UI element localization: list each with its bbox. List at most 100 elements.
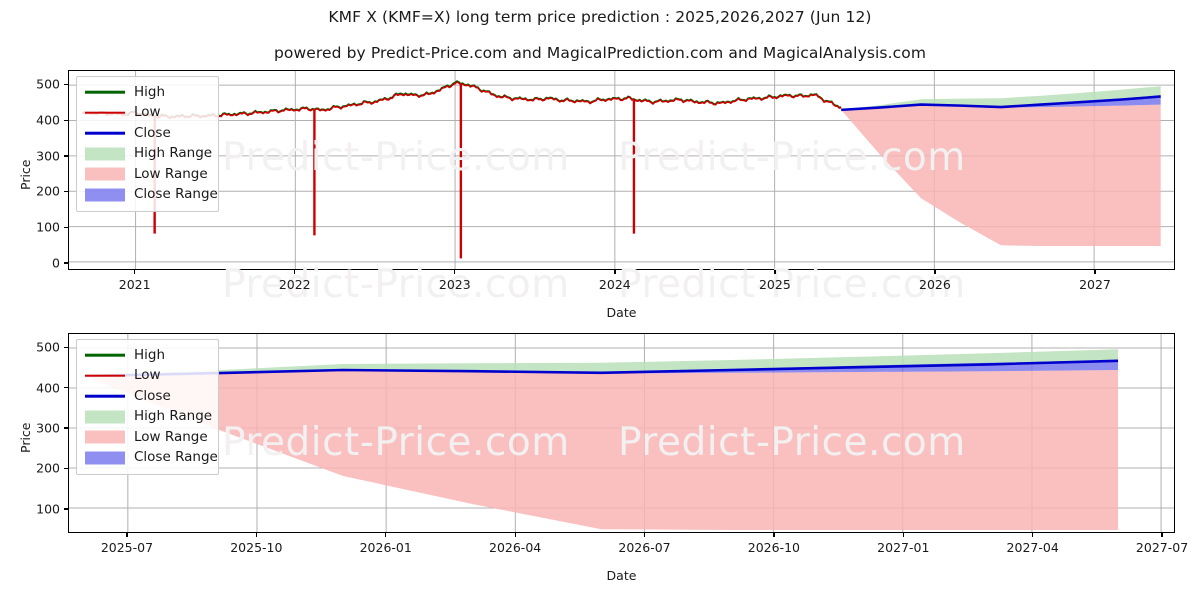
detail-y-tick-label: 200 (36, 460, 60, 476)
overview-x-tick-label: 2025 (758, 277, 791, 292)
detail-x-tick-label: 2027-07 (1135, 540, 1189, 555)
overview-x-tick-label: 2023 (438, 277, 471, 292)
detail-legend-item-low-range[interactable]: Low Range (85, 427, 210, 448)
overview-legend-item-low-range[interactable]: Low Range (85, 164, 210, 185)
overview-y-tick-label: 500 (36, 76, 60, 92)
detail-x-tick-label: 2026-10 (747, 540, 801, 555)
overview-plot-svg (69, 71, 1174, 269)
detail-x-axis-label: Date (606, 568, 637, 583)
overview-y-tick-label: 0 (52, 255, 60, 271)
swatch (85, 131, 125, 135)
overview-legend-swatch-line-icon (85, 106, 125, 120)
swatch (85, 394, 125, 398)
swatch (85, 451, 125, 465)
detail-legend-swatch-patch-icon (85, 430, 125, 444)
detail-legend-item-low[interactable]: Low (85, 366, 210, 387)
detail-legend-label: Close (134, 387, 171, 404)
overview-y-tick-mark (64, 190, 68, 193)
overview-x-tick-label: 2026 (919, 277, 951, 292)
overview-x-axis-label: Date (606, 305, 637, 320)
detail-x-tick-label: 2026-01 (359, 540, 412, 555)
overview-legend-item-close[interactable]: Close (85, 123, 210, 144)
detail-x-tick-mark (1032, 533, 1034, 537)
detail-legend-swatch-line-icon (85, 369, 125, 383)
detail-legend-label: Low Range (134, 428, 208, 445)
overview-legend-label: High (134, 83, 166, 100)
detail-x-tick-mark (255, 533, 258, 537)
swatch (85, 147, 125, 161)
detail-legend-label: High Range (134, 408, 213, 424)
swatch (85, 374, 125, 378)
detail-legend-label: Close Range (134, 449, 218, 465)
swatch (85, 410, 125, 424)
swatch (85, 111, 125, 115)
detail-chart-panel (68, 333, 1175, 533)
detail-plot-area (68, 333, 1175, 533)
overview-x-tick-mark (294, 270, 296, 274)
detail-y-tick-mark (64, 467, 68, 470)
overview-y-tick-mark (64, 262, 68, 264)
overview-plot-area (68, 70, 1175, 270)
overview-x-tick-label: 2021 (118, 277, 151, 292)
overview-legend-swatch-line-icon (85, 85, 125, 99)
detail-legend-item-high-range[interactable]: High Range (85, 407, 213, 428)
overview-legend-item-low[interactable]: Low (85, 103, 210, 124)
overview-y-axis-label: Price (18, 159, 33, 191)
overview-legend-item-close-range[interactable]: Close Range (85, 185, 218, 206)
detail-plot-svg (69, 334, 1174, 532)
detail-legend-label: Low (134, 367, 161, 383)
overview-x-tick-mark (614, 270, 616, 274)
overview-y-tick-mark (64, 83, 68, 86)
swatch (85, 430, 125, 444)
detail-legend-label: High (134, 346, 166, 363)
detail-x-tick-label: 2026-04 (488, 540, 542, 555)
detail-y-tick-mark (64, 346, 68, 348)
detail-x-tick-label: 2025-10 (230, 540, 283, 555)
detail-y-tick-mark (64, 427, 68, 429)
detail-x-tick-mark (773, 533, 775, 537)
overview-x-tick-mark (454, 270, 456, 274)
overview-y-tick-label: 400 (36, 112, 60, 128)
detail-legend-item-close-range[interactable]: Close Range (85, 448, 218, 469)
page-title: KMF X (KMF=X) long term price prediction… (328, 8, 872, 26)
overview-legend-swatch-line-icon (85, 126, 125, 140)
overview-y-tick-mark (64, 226, 68, 228)
detail-y-axis-label: Price (18, 422, 33, 454)
detail-y-tick-label: 400 (36, 380, 60, 396)
page-subtitle: powered by Predict-Price.com and Magical… (273, 44, 927, 62)
overview-y-tick-mark (64, 155, 68, 157)
detail-legend: High Low Close High Range Low Range Close Ran… (76, 339, 219, 475)
overview-x-tick-mark (934, 270, 936, 274)
overview-legend-swatch-patch-icon (85, 167, 125, 181)
detail-y-tick-label: 300 (36, 420, 60, 436)
overview-legend-item-high[interactable]: High (85, 82, 210, 103)
detail-x-tick-mark (902, 533, 904, 537)
detail-legend-item-close[interactable]: Close (85, 386, 210, 407)
overview-y-tick-label: 200 (36, 183, 60, 199)
swatch (85, 90, 125, 94)
detail-x-tick-label: 2027-01 (877, 540, 930, 555)
overview-legend-label: Close Range (134, 186, 218, 202)
overview-y-tick-label: 100 (36, 219, 60, 235)
swatch (85, 167, 125, 181)
detail-x-tick-mark (126, 533, 128, 537)
overview-legend-item-high-range[interactable]: High Range (85, 144, 212, 165)
overview-legend-label: Close (134, 124, 171, 141)
detail-x-tick-mark (514, 533, 516, 537)
detail-x-tick-label: 2026-07 (618, 540, 671, 555)
overview-x-tick-mark (1094, 270, 1096, 274)
overview-x-tick-label: 2022 (278, 277, 311, 292)
overview-y-tick-label: 300 (36, 148, 60, 164)
overview-legend-swatch-patch-icon (85, 147, 125, 161)
overview-x-tick-mark (134, 270, 136, 274)
detail-x-tick-mark (1161, 533, 1163, 537)
overview-x-tick-label: 2024 (598, 277, 631, 292)
overview-chart-panel (68, 70, 1175, 270)
detail-legend-swatch-patch-icon (85, 410, 125, 424)
detail-legend-item-high[interactable]: High (85, 345, 210, 366)
swatch (85, 188, 125, 202)
overview-legend-label: Low (134, 104, 161, 120)
detail-y-tick-label: 100 (36, 501, 60, 517)
swatch (85, 353, 125, 357)
